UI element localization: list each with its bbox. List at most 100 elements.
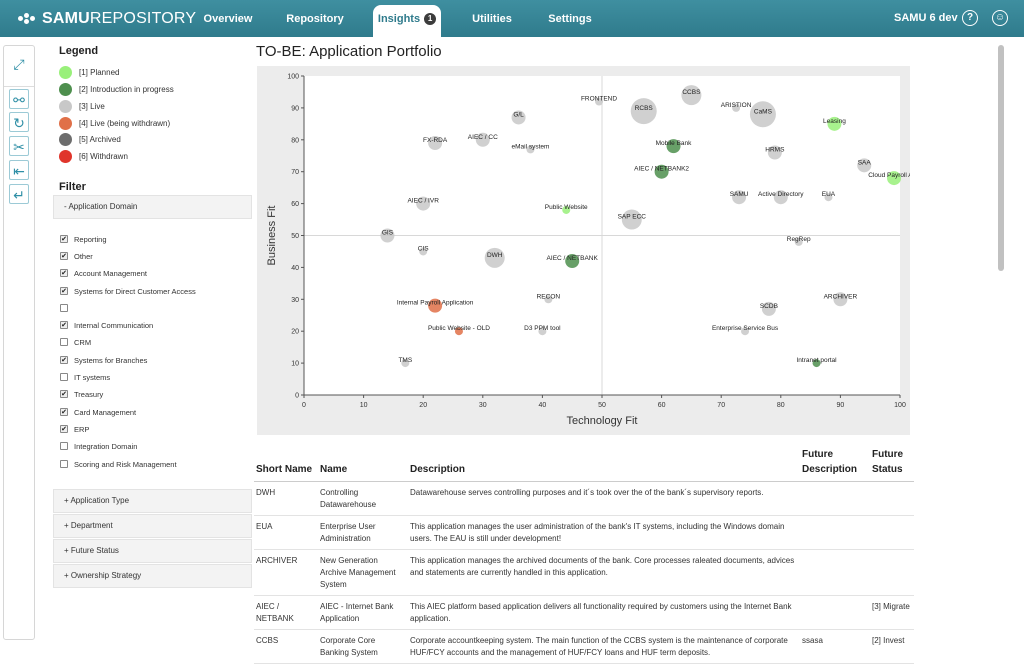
filter-domain-reporting[interactable]: ✔ Reporting [60,233,107,245]
nav-overview[interactable]: Overview [203,13,253,25]
data-point [833,292,848,307]
checkbox-label: Account Management [74,268,147,278]
nav-repository[interactable]: Repository [286,13,344,25]
checkbox[interactable]: ✔ [60,356,68,364]
column-header-description[interactable]: Description [408,443,800,482]
y-tick-label: 20 [291,329,299,336]
filter-domain-erp[interactable]: ✔ ERP [60,423,89,435]
help-icon[interactable]: ? [962,10,978,26]
checkbox[interactable] [60,460,68,468]
column-header-short-name[interactable]: Short Name [254,443,318,482]
checkbox-label: CRM [74,337,92,347]
legend-swatch [59,132,72,146]
checkbox[interactable]: ✔ [60,235,68,243]
cell-short-name: DWH [254,481,318,516]
checkbox[interactable]: ✔ [60,321,68,329]
data-point-label: SAMU [730,191,749,198]
data-point [475,132,490,147]
app-logo[interactable]: SAMU REPOSITORY [18,10,196,28]
page-scrollbar[interactable] [998,45,1004,271]
checkbox[interactable]: ✔ [60,252,68,260]
data-point-label: CaMS [754,108,773,115]
filter-future-status-header[interactable]: + Future Status [53,539,252,563]
data-point [732,103,741,112]
data-point [794,237,803,246]
cell-description: Datawarehouse serves controlling purpose… [408,481,800,516]
checkbox[interactable]: ✔ [60,269,68,277]
filter-domain-unnamed[interactable] [60,302,74,314]
link-icon[interactable]: ⚯ [9,89,29,109]
tools-icon[interactable]: ✂ [9,136,29,156]
data-point [419,247,428,256]
checkbox[interactable] [60,304,68,312]
table-row[interactable]: EUA Enterprise User Administration This ap… [254,515,914,550]
data-point [538,327,547,336]
y-tick-label: 90 [291,105,299,112]
filter-application-domain-header[interactable]: - Application Domain [53,195,252,219]
checkbox[interactable]: ✔ [60,390,68,398]
filter-domain-other[interactable]: ✔ Other [60,250,93,262]
checkbox[interactable]: ✔ [60,408,68,416]
filter-domain-scoring-risk[interactable]: Scoring and Risk Management [60,458,177,470]
column-header-name[interactable]: Name [318,443,408,482]
toolbar-divider [4,86,34,87]
return-icon[interactable]: ↵ [9,184,29,204]
expand-icon[interactable]: ⤢ [13,56,25,72]
filter-domain-crm[interactable]: CRM [60,336,91,348]
table-row[interactable]: CCBS Corporate Core Banking System Corpora… [254,629,914,664]
filter-domain-direct-customer-access[interactable]: ✔ Systems for Direct Customer Access [60,285,196,297]
portfolio-chart-area: 0 10 20 30 40 50 60 70 80 90 100 0 10 20 30 40 50 60 70 80 9… [257,66,920,435]
filter-department-header[interactable]: + Department [53,514,252,538]
filter-domain-it-systems[interactable]: IT systems [60,371,110,383]
data-point-label: TMS [398,357,412,364]
checkbox[interactable] [60,442,68,450]
checkbox[interactable]: ✔ [60,425,68,433]
filter-domain-treasury[interactable]: ✔ Treasury [60,388,103,400]
data-point [544,295,553,304]
y-tick-label: 80 [291,137,299,144]
table-row[interactable]: DWH Controlling Datawarehouse Datawarehous… [254,481,914,516]
legend-swatch [59,99,72,113]
legend-label: [5] Archived [79,134,121,144]
y-tick-label: 60 [291,201,299,208]
filter-domain-internal-communication[interactable]: ✔ Internal Communication [60,319,153,331]
nav-insights[interactable]: Insights 1 [373,5,441,37]
cell-name: Corporate Core Banking System [318,629,408,664]
table-row[interactable]: AIEC / NETBANK AIEC - Internet Bank Appli… [254,595,914,630]
x-tick-label: 20 [419,402,427,409]
nav-settings[interactable]: Settings [548,13,592,25]
refresh-icon[interactable]: ↻ [9,112,29,132]
cell-future-status [870,549,914,596]
filter-ownership-strategy-header[interactable]: + Ownership Strategy [53,564,252,588]
x-tick-label: 40 [539,402,547,409]
column-header-future-description[interactable]: Future Description [800,443,870,482]
table-row[interactable]: ARCHIVER New Generation Archive Managemen… [254,549,914,596]
filter-domain-account-management[interactable]: ✔ Account Management [60,267,147,279]
data-point-label: Enterprise Service Bus [712,325,779,332]
cell-future-description [800,549,870,596]
account-icon[interactable]: ☺ [992,10,1008,26]
export-icon[interactable]: ⇤ [9,160,29,180]
data-point [454,327,463,336]
data-point-label: AIEC / CC [468,134,498,141]
column-header-future-status[interactable]: Future Status [870,443,914,482]
x-tick-label: 100 [894,402,906,409]
filter-title: Filter [59,181,86,193]
filter-application-type-header[interactable]: + Application Type [53,489,252,513]
x-axis-label: Technology Fit [567,415,638,427]
nav-utilities[interactable]: Utilities [472,13,512,25]
checkbox[interactable] [60,373,68,381]
filter-domain-integration[interactable]: Integration Domain [60,440,137,452]
x-tick-label: 10 [360,402,368,409]
checkbox[interactable]: ✔ [60,287,68,295]
data-point-label: Public Website [545,204,588,211]
current-user[interactable]: SAMU 6 dev [894,12,958,24]
data-point-label: SAP ECC [618,214,647,221]
filter-domain-branches[interactable]: ✔ Systems for Branches [60,354,147,366]
cell-name: Enterprise User Administration [318,515,408,550]
data-point-label: HRMS [765,147,785,154]
filter-domain-card-management[interactable]: ✔ Card Management [60,406,136,418]
legend-item-being-withdrawn: [4] Live (being withdrawn) [59,116,170,130]
data-point-label: ARCHIVER [824,293,858,300]
checkbox[interactable] [60,338,68,346]
